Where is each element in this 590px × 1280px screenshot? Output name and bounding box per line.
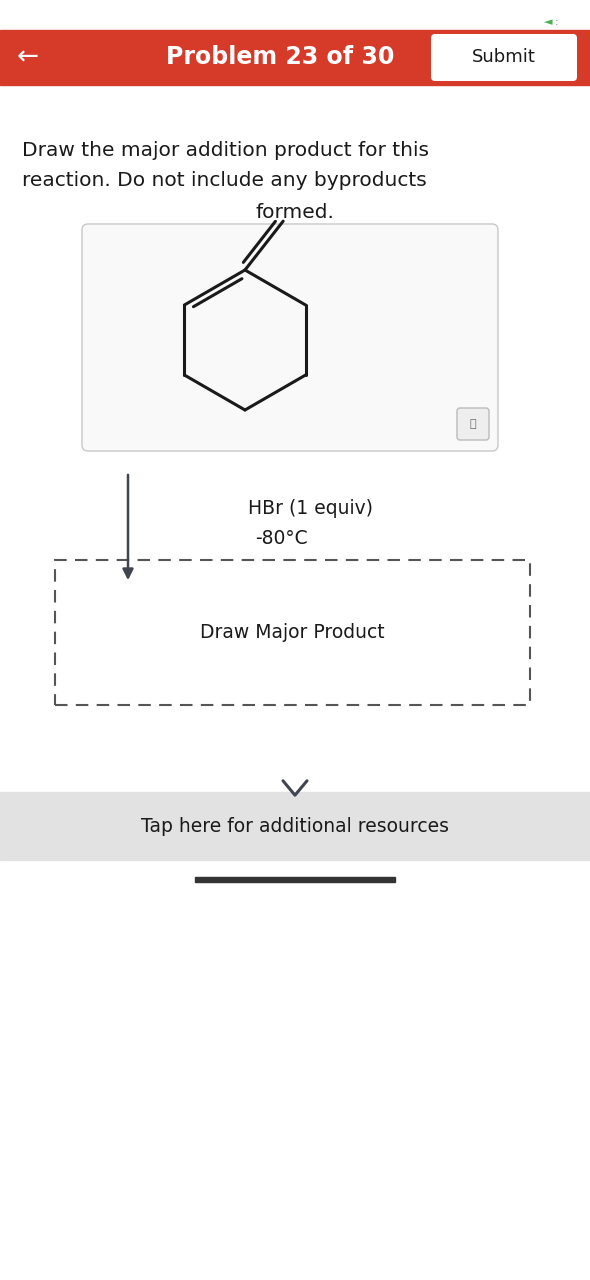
- Text: ←: ←: [17, 45, 39, 70]
- Text: formed.: formed.: [255, 202, 335, 221]
- Bar: [0, 29, 590, 84]
- Bar: [55, 561, 530, 705]
- Text: Draw Major Product: Draw Major Product: [200, 623, 385, 643]
- Bar: [0, 792, 590, 860]
- FancyBboxPatch shape: [82, 224, 498, 451]
- Text: 🔍: 🔍: [470, 419, 476, 429]
- Text: -80°C: -80°C: [255, 529, 307, 548]
- Text: Tap here for additional resources: Tap here for additional resources: [141, 817, 449, 836]
- Text: ◄: ◄: [544, 17, 552, 27]
- Text: Submit: Submit: [472, 49, 536, 67]
- Text: Draw the major addition product for this: Draw the major addition product for this: [22, 141, 429, 160]
- Text: HBr (1 equiv): HBr (1 equiv): [247, 498, 372, 517]
- Text: :: :: [555, 17, 559, 27]
- Text: Problem 23 of 30: Problem 23 of 30: [166, 46, 394, 69]
- Bar: [195, 877, 395, 882]
- FancyBboxPatch shape: [457, 408, 489, 440]
- Text: reaction. Do not include any byproducts: reaction. Do not include any byproducts: [22, 170, 427, 189]
- FancyBboxPatch shape: [431, 35, 577, 81]
